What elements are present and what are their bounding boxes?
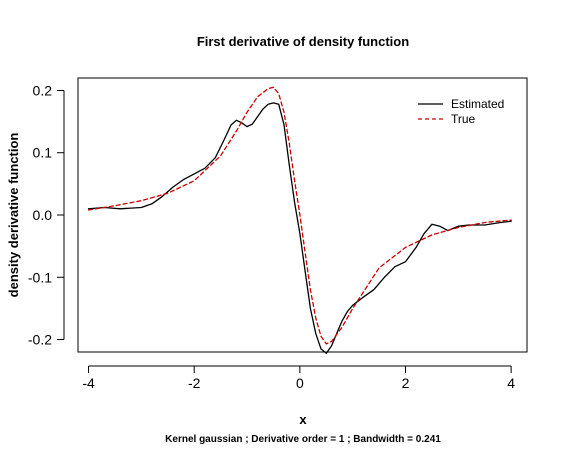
y-tick-label: -0.2 (28, 332, 52, 348)
x-axis-label: x (299, 412, 307, 427)
y-tick-label: 0.1 (33, 145, 53, 161)
x-tick-label: -2 (188, 375, 201, 391)
x-tick-label: 2 (402, 375, 410, 391)
y-tick-label: 0.0 (33, 207, 53, 223)
chart-title: First derivative of density function (197, 34, 409, 49)
plot-frame (77, 77, 528, 353)
y-axis: -0.2 -0.1 0.0 0.1 0.2 (28, 82, 65, 348)
y-tick-label: 0.2 (33, 82, 53, 98)
x-tick-label: 0 (296, 375, 304, 391)
legend-label-true: True (451, 112, 476, 126)
legend: Estimated True (418, 97, 504, 126)
legend-label-estimated: Estimated (451, 97, 504, 111)
x-axis: -4 -2 0 2 4 (82, 365, 515, 391)
series-line-true (87, 86, 512, 345)
y-axis-label: density derivative function (6, 133, 21, 298)
x-tick-label: 4 (507, 375, 515, 391)
series-layer (87, 86, 512, 354)
x-tick-label: -4 (82, 375, 95, 391)
series-line-estimated (87, 102, 512, 354)
y-tick-label: -0.1 (28, 269, 52, 285)
chart-subtitle: Kernel gaussian ; Derivative order = 1 ;… (165, 434, 441, 445)
